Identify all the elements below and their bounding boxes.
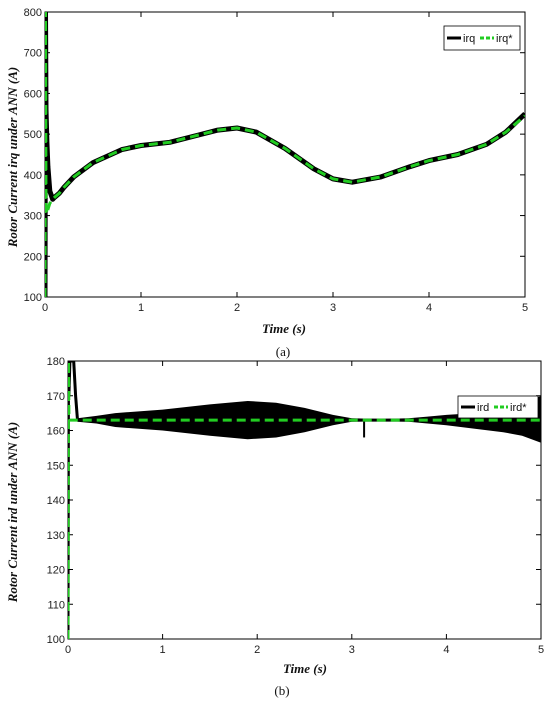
panel-a-ytick-label: 400 [24, 170, 42, 182]
panel-b-caption: (b) [274, 683, 289, 698]
panel-b-series-ird-ref [68, 361, 541, 639]
panel-b-ytick-label: 100 [47, 634, 65, 646]
panel-a-ytick-label: 300 [24, 211, 42, 223]
panel-a-ytick-label: 700 [24, 48, 42, 60]
panel-a-ytick-label: 800 [24, 7, 42, 19]
panel-b-ytick-label: 170 [47, 391, 65, 403]
panel-b-ytick-label: 180 [47, 356, 65, 368]
panel-b-ytick-label: 150 [47, 460, 65, 472]
panel-a-plot-area [45, 12, 525, 297]
panel-a: Rotor Current irq under ANN (A) Time (s)… [5, 7, 528, 359]
panel-b-ytick-label: 120 [47, 565, 65, 577]
panel-a-plot-frame [44, 11, 526, 298]
panel-a-ytick-label: 500 [24, 129, 42, 141]
panel-a-xtick-label: 0 [42, 302, 48, 314]
panel-a-xlabel: Time (s) [262, 321, 306, 336]
panel-b-xtick-label: 4 [443, 644, 449, 656]
panel-a-xtick-label: 5 [522, 302, 528, 314]
panel-b-ytick-label: 130 [47, 530, 65, 542]
panel-b-ytick-label: 110 [47, 599, 65, 611]
panel-b-xtick-label: 5 [538, 644, 544, 656]
panel-a-ytick-label: 100 [24, 292, 42, 304]
panel-b-xtick-label: 1 [160, 644, 166, 656]
panel-b-legend-label-2: ird* [510, 402, 527, 414]
panel-a-ytick-label: 200 [24, 251, 42, 263]
panel-a-series-irq-ref [45, 12, 525, 297]
panel-b-ytick-label: 160 [47, 426, 65, 438]
panel-b-legend: ird ird* [457, 395, 539, 419]
panel-b-xlabel: Time (s) [283, 661, 327, 676]
panel-a-ylabel: Rotor Current irq under ANN (A) [5, 67, 20, 248]
panel-a-xtick-label: 2 [234, 302, 240, 314]
panel-b: Rotor Current ird under ANN (A) Time (s)… [5, 356, 544, 698]
panel-a-caption: (a) [276, 344, 290, 359]
panel-a-ytick-label: 600 [24, 88, 42, 100]
panel-b-xtick-label: 3 [349, 644, 355, 656]
panel-b-ylabel: Rotor Current ird under ANN (A) [5, 422, 20, 603]
panel-b-ytick-label: 140 [47, 495, 65, 507]
panel-a-xtick-label: 4 [426, 302, 432, 314]
panel-b-plot-area [68, 361, 541, 639]
panel-b-legend-label-1: ird [477, 402, 489, 414]
panel-a-legend-label-1: irq [463, 33, 475, 45]
panel-a-legend-label-2: irq* [496, 33, 513, 45]
panel-b-xtick-label: 0 [65, 644, 71, 656]
panel-a-xtick-label: 3 [330, 302, 336, 314]
panel-b-xtick-label: 2 [254, 644, 260, 656]
panel-a-xtick-label: 1 [138, 302, 144, 314]
panel-a-legend: irq irq* [443, 25, 521, 51]
